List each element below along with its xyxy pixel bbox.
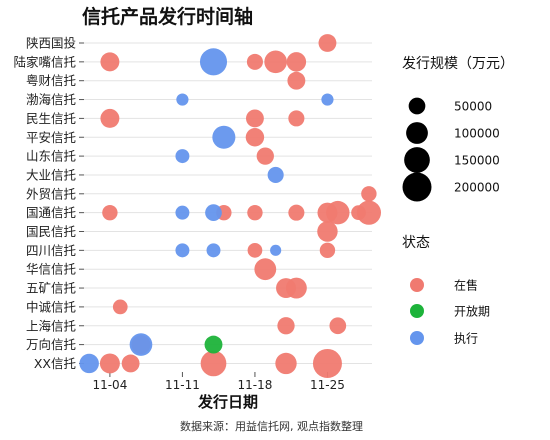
data-point — [270, 244, 282, 256]
y-tick-label: 五矿信托 — [26, 281, 76, 296]
y-tick-label: 万向信托 — [26, 337, 76, 352]
y-tick-label: 中诚信托 — [26, 299, 76, 314]
y-tick-label: 外贸信托 — [26, 186, 76, 201]
data-point — [351, 205, 366, 220]
data-point — [175, 149, 190, 164]
y-tick-label: 陆家嘴信托 — [13, 54, 76, 69]
status-legend-label: 在售 — [454, 278, 478, 293]
status-legend-label: 开放期 — [454, 304, 490, 319]
status-legend-title: 状态 — [402, 235, 430, 251]
chart-title: 信托产品发行时间轴 — [82, 6, 254, 28]
data-point — [175, 205, 190, 220]
size-legend-title: 发行规模（万元） — [402, 56, 514, 72]
data-point — [129, 333, 153, 356]
x-tick-labels: 11-04 11-11 11-18 11-25 — [92, 378, 344, 392]
status-legend-label: 执行 — [454, 332, 478, 346]
status-legend-symbol — [410, 331, 424, 345]
y-tick-label: 四川信托 — [26, 243, 76, 258]
data-point — [176, 93, 189, 106]
data-point — [246, 53, 263, 70]
data-point — [256, 147, 274, 165]
data-point — [245, 109, 264, 128]
data-point — [102, 204, 118, 221]
data-point — [361, 186, 377, 202]
x-tick-label: 11-04 — [92, 378, 127, 392]
x-axis-label: 发行日期 — [198, 393, 259, 411]
source-caption: 数据来源：用益信托网, 观点指数整理 — [180, 420, 363, 433]
data-point — [286, 52, 307, 72]
data-point — [175, 243, 190, 258]
status-legend-symbol — [410, 278, 424, 292]
y-tick-label: XX信托 — [34, 356, 76, 371]
data-point — [264, 50, 287, 74]
data-point — [212, 125, 236, 149]
size-legend-label: 100000 — [454, 127, 500, 141]
y-tick-label: 平安信托 — [26, 130, 76, 145]
data-point — [318, 34, 337, 52]
size-legend-symbol — [406, 122, 428, 144]
size-legend-symbol — [404, 147, 430, 173]
y-tick-label: 上海信托 — [26, 318, 76, 333]
y-tick-label: 陕西国投 — [26, 36, 76, 51]
data-point — [317, 202, 338, 223]
y-tick-label: 国通信托 — [26, 205, 76, 220]
size-legend-symbol — [402, 172, 432, 202]
data-point — [205, 204, 222, 221]
data-point — [312, 348, 342, 378]
size-legend-label: 200000 — [454, 181, 500, 195]
y-tick-label: 民生信托 — [26, 111, 76, 126]
y-tick-labels: 陕西国投陆家嘴信托粤财信托渤海信托民生信托平安信托山东信托大业信托外贸信托国通信… — [13, 36, 76, 371]
data-point — [319, 242, 336, 259]
data-point — [276, 278, 296, 299]
data-point — [247, 243, 263, 258]
data-point — [254, 258, 277, 281]
data-point — [288, 110, 305, 127]
data-point — [206, 243, 221, 258]
y-tick-label: 山东信托 — [26, 149, 76, 164]
data-point — [199, 48, 228, 76]
data-point — [79, 353, 99, 374]
data-point — [317, 221, 338, 242]
data-point — [267, 166, 284, 183]
data-point — [321, 93, 334, 106]
data-point — [121, 354, 140, 373]
y-tick-label: 国民信托 — [26, 224, 76, 239]
x-tick-label: 11-11 — [165, 378, 200, 392]
data-point — [287, 71, 306, 90]
data-point — [204, 335, 223, 354]
data-point — [99, 353, 120, 374]
data-point — [100, 52, 120, 72]
data-point — [277, 317, 295, 335]
size-legend-label: 150000 — [454, 154, 500, 168]
size-legend-symbol — [408, 97, 426, 115]
data-points — [79, 34, 382, 378]
data-point — [329, 317, 347, 335]
size-legend-label: 50000 — [454, 100, 492, 114]
data-point — [100, 108, 120, 128]
y-tick-label: 粤财信托 — [26, 73, 76, 88]
data-point — [247, 204, 263, 221]
data-point — [288, 204, 305, 221]
x-tick-label: 11-25 — [310, 378, 345, 392]
data-point — [200, 350, 227, 377]
data-point — [275, 352, 297, 375]
data-point — [112, 299, 128, 315]
x-tick-label: 11-18 — [237, 378, 272, 392]
y-tick-label: 华信信托 — [26, 262, 76, 277]
data-point — [356, 200, 382, 225]
y-tick-label: 大业信托 — [26, 167, 76, 182]
data-point — [245, 128, 265, 147]
y-tick-label: 渤海信托 — [26, 92, 76, 107]
status-legend-symbol — [410, 304, 424, 318]
